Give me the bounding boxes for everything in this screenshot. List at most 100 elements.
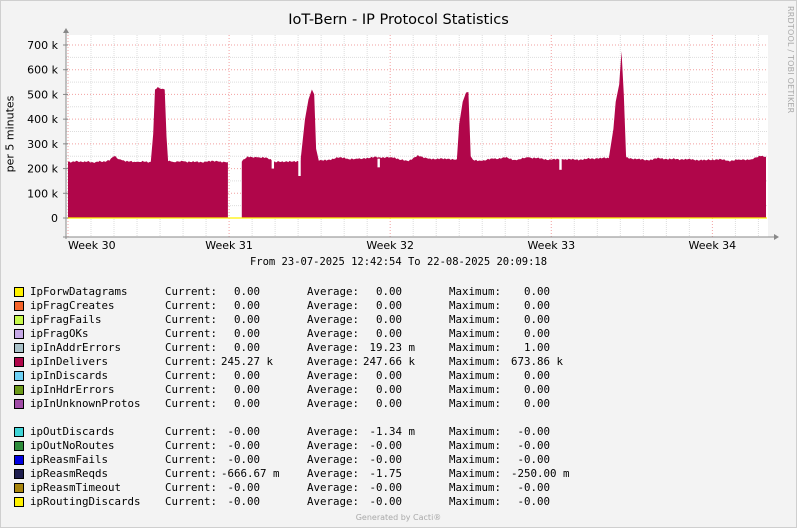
legend-current-label: Current: — [165, 439, 218, 452]
legend-series-name: ipInDelivers — [30, 355, 109, 368]
legend-maximum-label: Maximum: — [449, 467, 502, 480]
legend-maximum-value: -0.00 — [511, 439, 551, 452]
legend-maximum-value: 0.00 — [511, 327, 551, 340]
legend-current-label: Current: — [165, 453, 218, 466]
legend-maximum-label: Maximum: — [449, 299, 502, 312]
legend-average-label: Average: — [307, 495, 360, 508]
legend-average-label: Average: — [307, 299, 360, 312]
legend-current-value: 0.00 — [221, 369, 261, 382]
legend-series-name: ipOutDiscards — [30, 425, 115, 438]
legend-average-label: Average: — [307, 313, 360, 326]
legend-series-name: ipRoutingDiscards — [30, 495, 141, 508]
x-tick-label: Week 34 — [689, 239, 737, 250]
legend-average-value: -0.00 — [363, 481, 403, 494]
y-tick-label: 500 k — [27, 88, 58, 101]
series-area-ipInDelivers — [68, 87, 228, 218]
x-tick-label: Week 32 — [366, 239, 414, 250]
legend-maximum-value: 673.86 k — [511, 355, 564, 368]
legend-maximum-label: Maximum: — [449, 397, 502, 410]
legend-maximum-value: -0.00 — [511, 481, 551, 494]
series-dip — [298, 158, 301, 176]
legend-current-label: Current: — [165, 397, 218, 410]
legend-swatch — [14, 287, 24, 297]
legend-maximum-value: 0.00 — [511, 313, 551, 326]
y-tick-label: 700 k — [27, 39, 58, 52]
legend-current-value: 0.00 — [221, 383, 261, 396]
legend-current-value: 0.00 — [221, 341, 261, 354]
legend-average-label: Average: — [307, 397, 360, 410]
legend-maximum-label: Maximum: — [449, 285, 502, 298]
chart-title: IoT-Bern - IP Protocol Statistics — [288, 12, 509, 28]
x-tick-label: Week 31 — [205, 239, 253, 250]
legend-average-value: 0.00 — [363, 327, 403, 340]
legend-series-name: ipInHdrErrors — [30, 383, 115, 396]
legend-average-label: Average: — [307, 425, 360, 438]
y-tick-label: 0 — [51, 212, 58, 225]
legend-average-label: Average: — [307, 341, 360, 354]
legend-average-label: Average: — [307, 453, 360, 466]
legend-current-label: Current: — [165, 495, 218, 508]
legend-current-value: 0.00 — [221, 397, 261, 410]
legend-maximum-label: Maximum: — [449, 341, 502, 354]
legend-current-label: Current: — [165, 341, 218, 354]
legend-series-name: IpForwDatagrams — [30, 285, 128, 298]
legend-current-label: Current: — [165, 383, 218, 396]
legend-average-label: Average: — [307, 355, 360, 368]
legend-swatch — [14, 301, 24, 311]
y-tick-label: 300 k — [27, 138, 58, 151]
series-dip — [377, 158, 380, 168]
legend-current-label: Current: — [165, 369, 218, 382]
date-range-text: From 23-07-2025 12:42:54 To 22-08-2025 2… — [249, 256, 548, 268]
legend-average-value: -0.00 — [363, 495, 403, 508]
legend-swatch — [14, 343, 24, 353]
legend-maximum-value: -0.00 — [511, 425, 551, 438]
legend-average-value: 247.66 k — [363, 355, 416, 368]
legend-swatch — [14, 427, 24, 437]
legend-average-label: Average: — [307, 439, 360, 452]
legend-swatch — [14, 385, 24, 395]
legend-swatch — [14, 455, 24, 465]
legend-average-value: -0.00 — [363, 439, 403, 452]
legend-current-label: Current: — [165, 355, 218, 368]
legend-current-value: 0.00 — [221, 327, 261, 340]
legend-series-name: ipReasmFails — [30, 453, 109, 466]
legend-series-name: ipOutNoRoutes — [30, 439, 115, 452]
legend-current-value: -0.00 — [221, 439, 261, 452]
legend-average-value: -0.00 — [363, 453, 403, 466]
legend-current-value: 0.00 — [221, 313, 261, 326]
legend-maximum-label: Maximum: — [449, 453, 502, 466]
legend-average-label: Average: — [307, 467, 360, 480]
legend-maximum-label: Maximum: — [449, 369, 502, 382]
legend-average-value: 0.00 — [363, 397, 403, 410]
legend-series-name: ipInUnknownProtos — [30, 397, 141, 410]
chart-area: 0 100 k 200 k 300 k 400 k 500 k 600 k 700 k Wee… — [27, 28, 779, 250]
legend-average-value: 0.00 — [363, 369, 403, 382]
legend-current-value: 245.27 k — [221, 355, 274, 368]
legend-average-label: Average: — [307, 327, 360, 340]
legend-series-name: ipInAddrErrors — [30, 341, 122, 354]
legend-average-value: 19.23 m — [363, 341, 416, 354]
legend-current-label: Current: — [165, 299, 218, 312]
legend-maximum-label: Maximum: — [449, 425, 502, 438]
legend-series-name: ipFragOKs — [30, 327, 89, 340]
legend-average-label: Average: — [307, 383, 360, 396]
legend-current-value: 0.00 — [221, 299, 261, 312]
legend-current-label: Current: — [165, 285, 218, 298]
x-axis-arrow-icon — [774, 234, 779, 240]
legend-swatch — [14, 469, 24, 479]
legend-maximum-label: Maximum: — [449, 383, 502, 396]
legend-swatch — [14, 315, 24, 325]
rrdtool-watermark: RRDTOOL / TOBI OETIKER — [786, 6, 795, 114]
legend-current-value: -666.67 m — [221, 467, 280, 480]
legend-maximum-label: Maximum: — [449, 481, 502, 494]
legend-series-name: ipInDiscards — [30, 369, 109, 382]
legend-average-value: -1.34 m — [363, 425, 416, 438]
legend-maximum-value: -0.00 — [511, 453, 551, 466]
legend-current-value: 0.00 — [221, 285, 261, 298]
legend-average-value: 0.00 — [363, 285, 403, 298]
legend-series-name: ipReasmTimeout — [30, 481, 122, 494]
legend-maximum-label: Maximum: — [449, 495, 502, 508]
legend-average-label: Average: — [307, 481, 360, 494]
legend-current-label: Current: — [165, 467, 218, 480]
axes — [63, 28, 779, 240]
